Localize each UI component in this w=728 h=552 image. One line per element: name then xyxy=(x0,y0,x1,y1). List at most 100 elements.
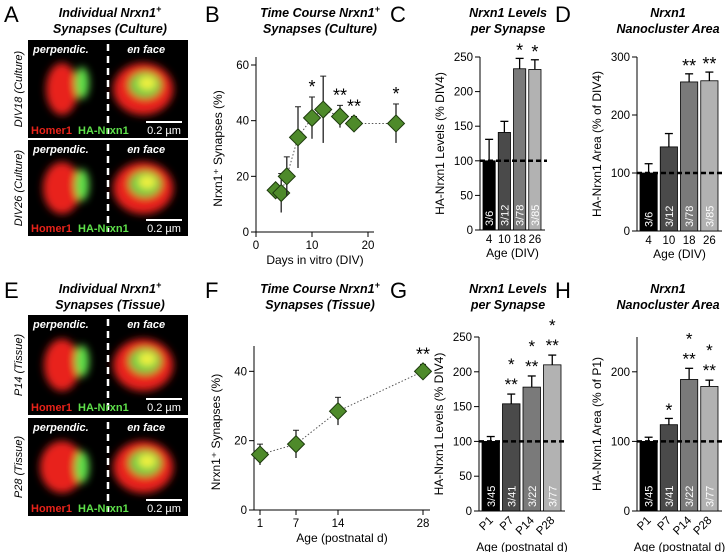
y-tick-label: 20 xyxy=(234,436,247,448)
data-point xyxy=(286,434,306,454)
data-point xyxy=(272,183,291,203)
bar xyxy=(700,80,719,232)
x-tick-label: 18 xyxy=(683,235,696,247)
x-tick-label: P14 xyxy=(514,514,537,537)
micrographs-a: perpendic. en face Homer1 HA-Nrxn1 0.2 µm DIV… xyxy=(13,40,188,236)
data-point xyxy=(250,445,270,464)
overlap-signal xyxy=(138,454,157,468)
panel-title-text: Individual Nrxn1 xyxy=(59,282,156,296)
en-face-label: en face xyxy=(127,44,165,56)
panel-title-line2: Synapses (Tissue) xyxy=(55,298,165,312)
charts: B Time Course Nrxn1+Synapses (Culture)020… xyxy=(205,2,725,552)
y-axis-label: HA-Nrxn1 Area (% of P1) xyxy=(590,357,604,491)
x-tick-label: 10 xyxy=(306,240,319,252)
chart-title: Nrxn1 Levels xyxy=(469,6,547,20)
micrograph-signal xyxy=(43,162,174,214)
n-label: 3/45 xyxy=(644,486,656,507)
chart-f: F Time Course Nrxn1+Synapses (Tissue)0204… xyxy=(205,278,433,545)
panel-letter: H xyxy=(555,278,571,303)
significance-marker: ** xyxy=(702,54,716,74)
perpendicular-label: perpendic. xyxy=(32,422,89,434)
x-axis-label: Days in vitro (DIV) xyxy=(266,253,363,267)
x-tick-label: 26 xyxy=(528,234,541,246)
panel-letter: F xyxy=(205,278,218,303)
data-point xyxy=(277,167,296,186)
x-tick-label: 1 xyxy=(257,518,263,530)
x-tick-label: P28 xyxy=(534,515,557,538)
y-tick-label: 250 xyxy=(453,332,472,344)
en-face-label: en face xyxy=(127,422,165,434)
x-tick-label: P28 xyxy=(692,515,715,538)
panel-title: Individual Nrxn1+ xyxy=(59,4,162,20)
significance-marker: * xyxy=(686,329,693,348)
panel-letter: E xyxy=(4,278,19,303)
chart-title-line2: per Synapse xyxy=(470,298,545,312)
x-tick-label: 10 xyxy=(662,235,675,247)
chart-title-line2: Synapses (Tissue) xyxy=(265,298,375,312)
y-tick-label: 250 xyxy=(454,52,473,64)
bar xyxy=(680,379,699,512)
data-point xyxy=(386,114,406,133)
y-tick-label: 100 xyxy=(611,436,630,448)
micrograph-signal xyxy=(44,339,174,391)
chart-title-line2: Nanocluster Area xyxy=(616,298,719,312)
data-point xyxy=(344,114,364,133)
homer1-label: Homer1 xyxy=(31,503,72,515)
n-label: 3/12 xyxy=(664,206,676,227)
n-label: 3/12 xyxy=(499,205,511,226)
nrxn1-signal xyxy=(75,169,89,201)
homer1-label: Homer1 xyxy=(31,223,72,235)
title-superscript: + xyxy=(156,280,162,290)
x-tick-label: P14 xyxy=(671,514,694,537)
n-label: 3/22 xyxy=(527,486,539,507)
data-point xyxy=(328,402,348,421)
significance-marker: ** xyxy=(505,375,519,394)
nrxn1-signal xyxy=(75,345,89,377)
chart-title: Nrxn1 xyxy=(650,282,685,296)
y-tick-label: 20 xyxy=(236,171,249,183)
n-label: 3/85 xyxy=(530,205,542,226)
y-axis-label: HA-Nrxn1 Levels (% DIV4) xyxy=(432,353,446,496)
chart-d: D Nrxn1 Nanocluster Area 0 100 200 300 HA-Nrxn1… xyxy=(555,2,724,261)
micrograph: perpendic. en face Homer1 HA-Nrxn1 0.2 µm xyxy=(28,140,188,236)
x-tick-label: P7 xyxy=(498,515,516,533)
x-axis-label: Age (DIV) xyxy=(486,246,539,260)
significance-marker: * xyxy=(531,42,538,62)
perpendicular-label: perpendic. xyxy=(32,44,89,56)
homer1-label: Homer1 xyxy=(31,125,72,137)
significance-marker: * xyxy=(665,400,672,420)
scale-bar-label: 0.2 µm xyxy=(147,402,181,414)
row-label: P28 (Tissue) xyxy=(13,436,25,499)
y-axis-label: HA-Nrxn1 Area (% of DIV4) xyxy=(590,71,604,217)
y-axis-label: Nrxn1⁺ Synapses (%) xyxy=(209,374,223,490)
significance-marker: * xyxy=(706,341,713,360)
overlap-signal xyxy=(138,76,157,90)
title-superscript: + xyxy=(156,4,162,14)
y-tick-label: 40 xyxy=(234,366,247,378)
x-tick-label: P1 xyxy=(477,515,495,533)
n-label: 3/77 xyxy=(547,486,559,507)
x-tick-label: 4 xyxy=(645,235,652,247)
y-tick-label: 60 xyxy=(236,60,249,72)
significance-marker: * xyxy=(508,355,515,374)
panel-a: A Individual Nrxn1+ Synapses (Culture) p… xyxy=(4,2,188,236)
row-label: P14 (Tissue) xyxy=(13,334,25,397)
x-axis-label: Age (postnatal d) xyxy=(634,540,725,552)
x-axis-label: Age (DIV) xyxy=(653,247,706,261)
chart-title-text: Nrxn1 Levels xyxy=(469,6,547,20)
chart-title-line2: Nanocluster Area xyxy=(616,22,719,36)
y-axis-label: HA-Nrxn1 Levels (% DIV4) xyxy=(433,72,447,215)
bar xyxy=(659,424,678,512)
x-tick-label: 14 xyxy=(332,518,345,530)
scale-bar-label: 0.2 µm xyxy=(147,125,181,137)
x-axis-label: Age (postnatal d) xyxy=(476,540,567,552)
x-tick-label: 7 xyxy=(293,518,299,530)
y-tick-label: 150 xyxy=(454,121,473,133)
significance-marker: ** xyxy=(347,96,361,116)
y-tick-label: 100 xyxy=(611,168,630,180)
nrxn1-signal xyxy=(75,67,89,99)
n-label: 3/77 xyxy=(704,486,716,507)
x-tick-label: 20 xyxy=(362,240,375,252)
chart-title: Nrxn1 xyxy=(650,6,685,20)
micrograph-signal xyxy=(46,63,174,115)
